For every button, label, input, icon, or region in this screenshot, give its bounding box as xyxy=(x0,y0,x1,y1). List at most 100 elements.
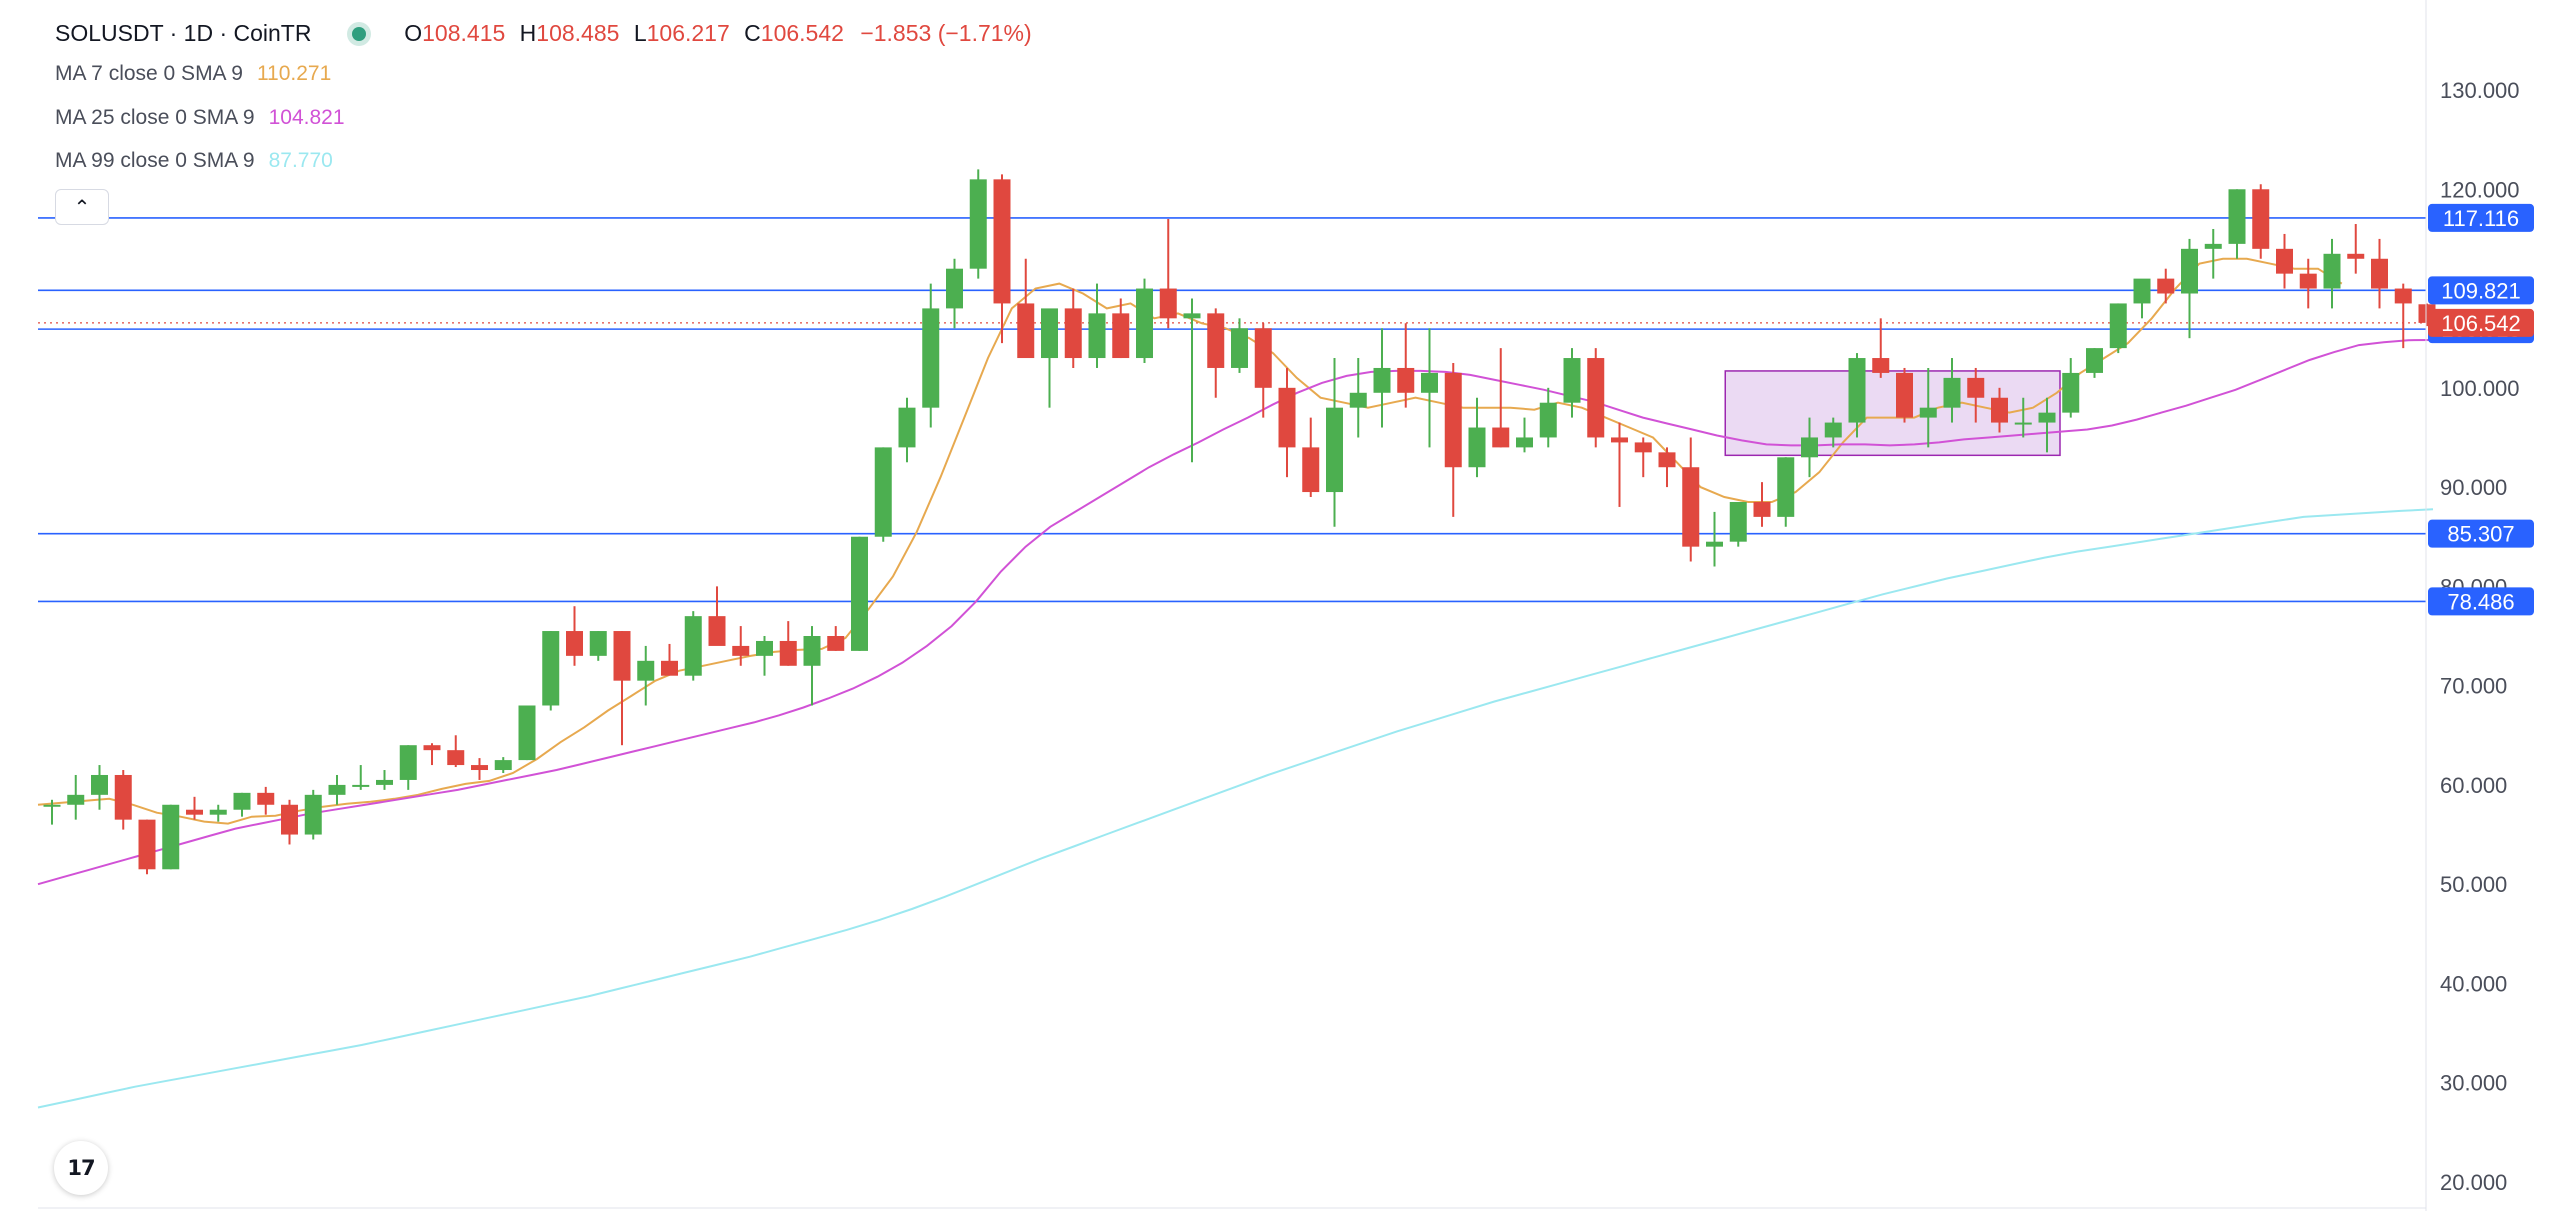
candle xyxy=(874,447,892,542)
candle-body xyxy=(1373,367,1391,393)
candle-body xyxy=(756,640,773,656)
candle-body xyxy=(2204,243,2222,249)
candle xyxy=(2109,303,2127,354)
candle-body xyxy=(2228,189,2246,244)
candle xyxy=(67,774,85,820)
candle xyxy=(138,819,156,875)
candle xyxy=(1967,367,1985,423)
candle xyxy=(2371,238,2388,309)
candle xyxy=(1349,358,1367,438)
candle-body xyxy=(1801,437,1818,458)
candle xyxy=(613,631,631,746)
candle xyxy=(1444,363,1462,517)
candle xyxy=(1991,387,2008,433)
candle-body xyxy=(779,640,797,666)
candle-body xyxy=(1041,308,1058,359)
price-tick-label: 90.000 xyxy=(2440,475,2507,500)
candle-body xyxy=(1231,328,1248,368)
candle xyxy=(708,586,726,646)
candle-body xyxy=(827,636,845,651)
symbol-title: SOLUSDT · 1D · CoinTR xyxy=(55,20,312,46)
candle-body xyxy=(1967,377,1985,398)
candle-body xyxy=(376,779,393,785)
candle-body xyxy=(1183,313,1201,319)
candle xyxy=(2394,283,2412,349)
ma99-line xyxy=(37,508,2434,1109)
candle xyxy=(2228,189,2246,259)
candle-body xyxy=(874,447,892,537)
candle-body xyxy=(993,179,1011,304)
candle xyxy=(2062,358,2080,418)
candle-body xyxy=(91,774,108,795)
candle-body xyxy=(43,804,61,807)
candle xyxy=(162,804,180,870)
candle xyxy=(2038,397,2056,453)
candle xyxy=(1729,501,1747,547)
candle xyxy=(2347,224,2365,274)
candle-body xyxy=(114,774,132,820)
candle-body xyxy=(1777,457,1795,517)
ma99-legend[interactable]: MA 99 close 0 SMA 9 87.770 xyxy=(55,148,333,174)
level-price-tag: 117.116 xyxy=(2443,206,2519,231)
candle-body xyxy=(423,745,441,751)
candle xyxy=(851,536,868,651)
candle xyxy=(2086,348,2103,378)
candle-body xyxy=(1421,372,1438,393)
candle-body xyxy=(1919,407,1937,418)
candle xyxy=(946,258,963,329)
candle xyxy=(1658,447,1676,488)
candle-body xyxy=(708,616,726,646)
tradingview-logo[interactable]: 17 xyxy=(54,1141,108,1195)
candle xyxy=(1563,348,1581,418)
candle xyxy=(186,796,203,820)
candle-body xyxy=(2181,248,2198,294)
price-tick-label: 130.000 xyxy=(2440,78,2520,103)
candle xyxy=(1112,298,1130,359)
candle xyxy=(1824,417,1842,448)
level-price-tag-box xyxy=(2428,276,2534,305)
candle xyxy=(209,804,227,822)
candles xyxy=(43,169,2436,875)
candle-body xyxy=(1254,328,1272,388)
candle-body xyxy=(1539,402,1557,438)
candle xyxy=(1183,298,1201,463)
candle xyxy=(922,283,940,428)
market-status-dot-icon xyxy=(351,26,366,41)
candle-body xyxy=(1088,313,1106,359)
ma25-legend[interactable]: MA 25 close 0 SMA 9 104.821 xyxy=(55,105,345,131)
low-key: L xyxy=(633,20,647,46)
candle-body xyxy=(1064,308,1082,359)
candle xyxy=(233,792,251,817)
candle-body xyxy=(851,536,868,651)
candle-body xyxy=(969,179,987,269)
candle xyxy=(281,799,298,845)
ma7-legend[interactable]: MA 7 close 0 SMA 9 110.271 xyxy=(55,61,331,87)
level-price-tag: 109.821 xyxy=(2441,278,2521,303)
candle xyxy=(2323,238,2341,309)
chart-header: SOLUSDT · 1D · CoinTR O108.415 H108.485 … xyxy=(55,18,1032,48)
candle xyxy=(1088,283,1106,368)
candle xyxy=(1777,457,1795,527)
ma25-label: MA 25 close 0 SMA 9 xyxy=(55,106,255,129)
candle-body xyxy=(2299,273,2317,289)
open-key: O xyxy=(404,20,423,46)
candle xyxy=(1516,417,1533,453)
candle-body xyxy=(1444,372,1462,468)
candle-body xyxy=(1611,437,1628,443)
candle-body xyxy=(566,631,583,656)
candle xyxy=(1943,358,1961,423)
candle-body xyxy=(257,792,275,805)
candle xyxy=(376,770,393,790)
candle xyxy=(2276,233,2293,289)
collapse-legend-button[interactable]: ⌃ xyxy=(55,189,109,225)
current-price-tag-box xyxy=(2428,308,2534,337)
candle-body xyxy=(1516,437,1533,448)
candle xyxy=(1373,328,1391,428)
ma25-line xyxy=(37,339,2434,886)
candle xyxy=(328,774,346,805)
price-tick-label: 20.000 xyxy=(2440,1170,2507,1195)
candle-body xyxy=(684,616,702,676)
candle xyxy=(1302,417,1320,498)
candle-body xyxy=(352,784,370,787)
